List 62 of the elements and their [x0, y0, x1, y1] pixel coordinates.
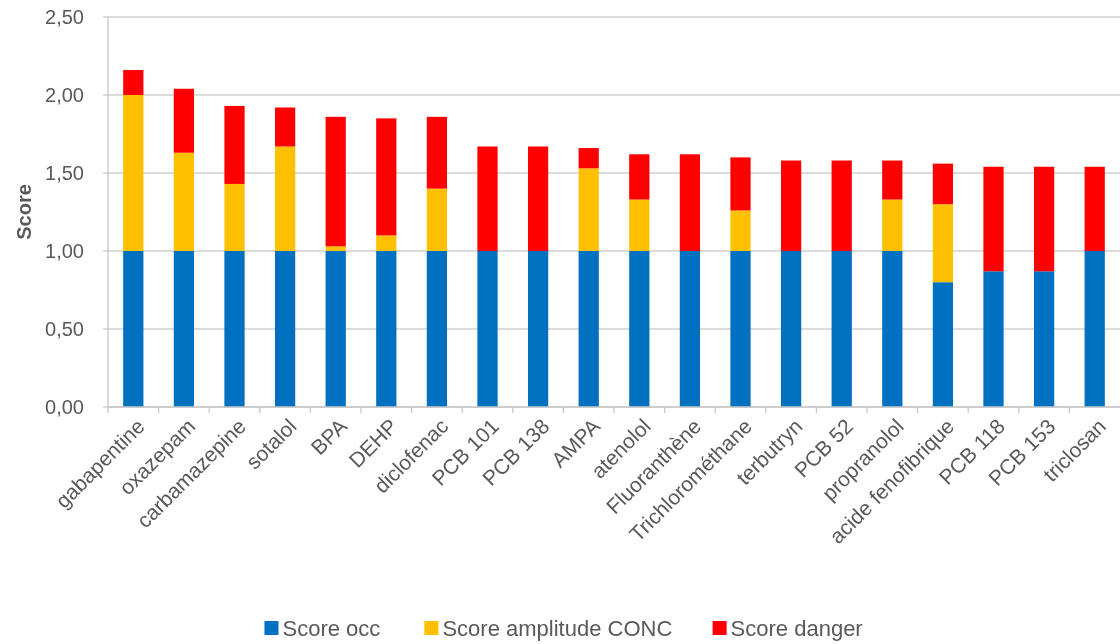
bar: [629, 199, 650, 251]
legend-label: Score occ: [282, 615, 381, 641]
bar: [831, 251, 852, 407]
bar: [173, 251, 195, 407]
bar: [780, 160, 802, 251]
bar: [477, 251, 498, 407]
bar: [932, 282, 954, 407]
bar: [173, 152, 195, 251]
y-tick-label: 1,00: [45, 240, 84, 262]
bar: [527, 251, 549, 407]
y-tick-label: 1,50: [45, 162, 84, 184]
bar: [932, 163, 954, 205]
bar: [578, 148, 599, 169]
bar: [679, 251, 701, 407]
bar: [123, 251, 144, 407]
bar: [730, 251, 751, 407]
bar: [831, 160, 852, 251]
bar: [1084, 166, 1105, 251]
bar: [426, 251, 448, 407]
bar: [780, 251, 802, 407]
bar: [730, 210, 751, 251]
bar: [274, 107, 296, 147]
bar: [376, 235, 397, 251]
bar: [325, 246, 346, 251]
bar: [1033, 271, 1055, 407]
bar: [882, 160, 903, 200]
bar: [679, 154, 701, 251]
bar: [224, 183, 245, 251]
bar: [477, 146, 498, 251]
bar: [932, 204, 954, 283]
bar: [224, 251, 245, 407]
y-tick-label: 0,50: [45, 318, 84, 340]
bar: [578, 251, 599, 407]
legend-label: Score danger: [730, 615, 863, 641]
bar: [426, 116, 448, 189]
bar: [123, 95, 144, 251]
bar: [376, 251, 397, 407]
legend-label: Score amplitude CONC: [442, 615, 673, 641]
bar: [274, 146, 296, 251]
bar: [730, 157, 751, 211]
bar: [983, 271, 1004, 407]
bar: [629, 251, 650, 407]
y-axis-title: Score: [13, 184, 35, 240]
bar: [882, 251, 903, 407]
bar: [1084, 251, 1105, 407]
bar: [578, 168, 599, 251]
bar: [629, 154, 650, 200]
bar: [983, 166, 1004, 272]
y-tick-label: 0,00: [45, 396, 84, 418]
bar: [123, 70, 144, 95]
bar: [1033, 166, 1055, 272]
bar: [882, 199, 903, 251]
bar: [376, 118, 397, 236]
bar: [325, 116, 346, 247]
bar: [527, 146, 549, 251]
bar: [426, 188, 448, 251]
y-tick-label: 2,00: [45, 84, 84, 106]
bar: [274, 251, 296, 407]
y-tick-label: 2,50: [45, 6, 84, 28]
bar: [224, 105, 245, 184]
bar: [325, 251, 346, 407]
bar: [173, 88, 195, 153]
